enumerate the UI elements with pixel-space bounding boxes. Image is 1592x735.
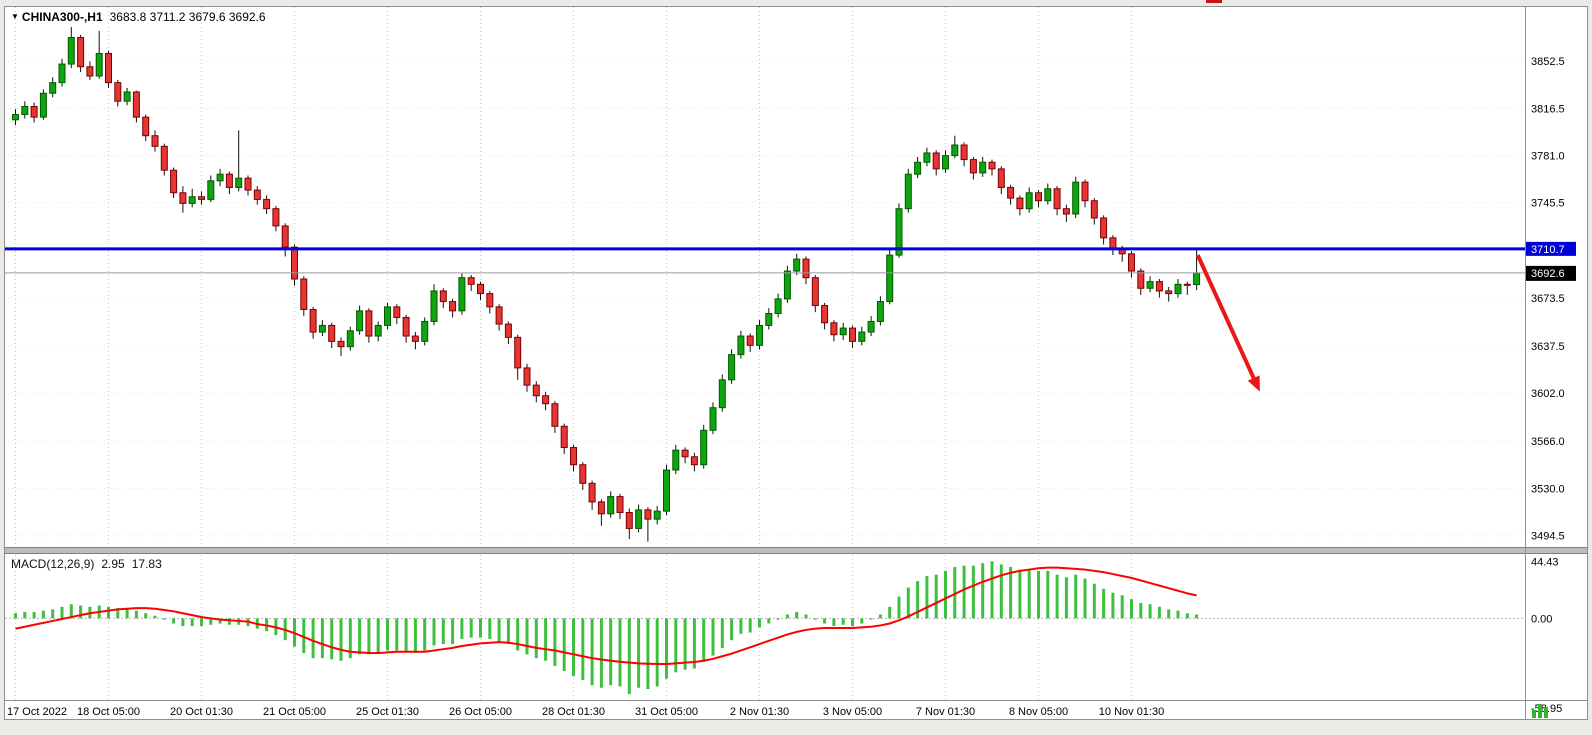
chart-canvas[interactable]: 3852.53816.53781.03745.53710.03673.53637… [5, 7, 1587, 719]
macd-value: 2.95 [101, 557, 125, 571]
top-edge-marker [1206, 0, 1222, 3]
svg-text:25 Oct 01:30: 25 Oct 01:30 [356, 706, 419, 718]
svg-text:3745.5: 3745.5 [1531, 198, 1565, 210]
svg-text:3816.5: 3816.5 [1531, 104, 1565, 116]
chart-menu-triangle-icon[interactable]: ▼ [11, 12, 19, 21]
symbol-ohlc-values: 3683.8 3711.2 3679.6 3692.6 [109, 10, 266, 24]
candlesticks [12, 26, 1201, 542]
svg-text:3852.5: 3852.5 [1531, 56, 1565, 68]
grid-lines [5, 7, 1525, 700]
svg-text:3566.0: 3566.0 [1531, 436, 1565, 448]
svg-text:3781.0: 3781.0 [1531, 151, 1565, 163]
svg-text:44.43: 44.43 [1531, 556, 1559, 568]
svg-text:3530.0: 3530.0 [1531, 484, 1565, 496]
svg-text:20 Oct 01:30: 20 Oct 01:30 [170, 706, 233, 718]
macd-signal-value: 17.83 [131, 557, 162, 571]
macd-histogram [5, 561, 1525, 695]
svg-text:0.00: 0.00 [1531, 613, 1552, 625]
svg-text:26 Oct 05:00: 26 Oct 05:00 [449, 706, 512, 718]
svg-text:3637.5: 3637.5 [1531, 341, 1565, 353]
svg-text:18 Oct 05:00: 18 Oct 05:00 [77, 706, 140, 718]
axis-borders [5, 7, 1587, 719]
svg-text:3710.7: 3710.7 [1531, 244, 1565, 256]
svg-text:28 Oct 01:30: 28 Oct 01:30 [542, 706, 605, 718]
svg-text:3494.5: 3494.5 [1531, 531, 1565, 543]
svg-text:31 Oct 05:00: 31 Oct 05:00 [635, 706, 698, 718]
svg-text:21 Oct 05:00: 21 Oct 05:00 [263, 706, 326, 718]
macd-label: MACD(12,26,9) [11, 557, 95, 571]
svg-text:3 Nov 05:00: 3 Nov 05:00 [823, 706, 882, 718]
svg-text:7 Nov 01:30: 7 Nov 01:30 [916, 706, 975, 718]
chart-symbol-header: ▼ CHINA300-,H1 3683.8 3711.2 3679.6 3692.6 [11, 10, 266, 24]
macd-axis[interactable]: 44.430.00-58.95 [1531, 556, 1562, 715]
svg-text:17 Oct 2022: 17 Oct 2022 [7, 706, 67, 718]
svg-text:2 Nov 01:30: 2 Nov 01:30 [730, 706, 789, 718]
svg-text:3692.6: 3692.6 [1531, 268, 1565, 280]
macd-indicator-header: MACD(12,26,9) 2.95 17.83 [11, 557, 162, 571]
chart-window[interactable]: 3852.53816.53781.03745.53710.03673.53637… [4, 6, 1588, 720]
bid-price-tag: 3692.6 [1526, 265, 1576, 281]
symbol-name: CHINA300-,H1 [21, 10, 103, 24]
corner-mini-bars [1532, 704, 1548, 718]
hline-price-tag: 3710.7 [1526, 241, 1576, 256]
time-axis[interactable]: 17 Oct 2022 18 Oct 05:00 20 Oct 01:30 21 Oc… [7, 706, 1164, 718]
svg-text:10 Nov 01:30: 10 Nov 01:30 [1099, 706, 1164, 718]
svg-text:8 Nov 05:00: 8 Nov 05:00 [1009, 706, 1068, 718]
pane-separator[interactable] [5, 547, 1587, 554]
svg-text:3673.5: 3673.5 [1531, 293, 1565, 305]
price-axis[interactable]: 3852.53816.53781.03745.53710.03673.53637… [1531, 56, 1565, 543]
svg-text:3602.0: 3602.0 [1531, 388, 1565, 400]
down-trend-arrow[interactable] [1195, 254, 1260, 392]
macd-signal-line [15, 566, 1197, 665]
